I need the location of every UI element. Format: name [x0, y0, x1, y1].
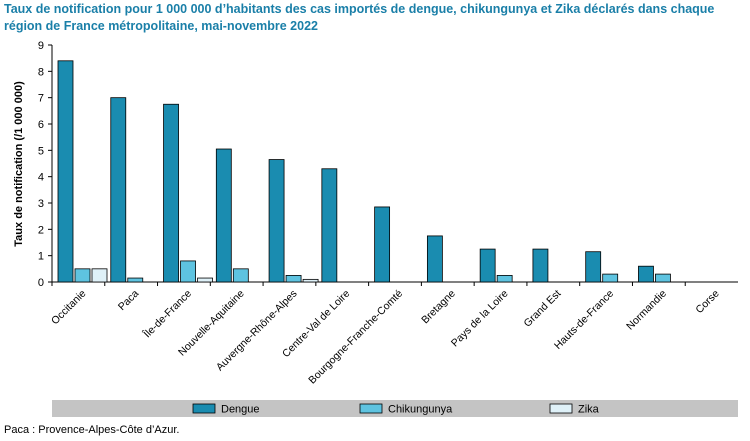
- bars: [57, 60, 671, 283]
- bar-dengue: [321, 168, 338, 283]
- legend-swatch-dengue: [192, 403, 216, 414]
- y-tick-label: 6: [38, 119, 44, 131]
- bar-chikungunya: [285, 275, 302, 283]
- y-tick-label: 5: [38, 145, 44, 157]
- legend: Dengue Chikungunya Zika: [192, 403, 600, 416]
- bar-dengue: [374, 206, 391, 283]
- footnote: Paca : Provence-Alpes-Côte d’Azur.: [4, 424, 180, 436]
- y-axis-label: Taux de notification (/1 000 000): [13, 81, 25, 247]
- y-tick-label: 2: [38, 224, 44, 236]
- bar-chikungunya: [232, 268, 249, 283]
- bar-dengue: [532, 248, 549, 283]
- y-tick-label: 0: [38, 277, 44, 289]
- bar-dengue: [110, 97, 127, 283]
- y-tick-label: 1: [38, 251, 44, 263]
- x-tick-labels: Occitanie Paca Île-de-FranceNouvelle-Aquit…: [49, 282, 722, 387]
- y-tick-label: 7: [38, 93, 44, 105]
- x-tick-label: Occitanie: [49, 288, 89, 328]
- bar-dengue: [638, 265, 654, 283]
- x-tick-label: Pays de la Loire: [449, 288, 511, 350]
- bar-dengue: [268, 159, 285, 283]
- bar-dengue: [215, 148, 232, 283]
- bar-chikungunya: [127, 277, 144, 283]
- bar-dengue: [585, 251, 602, 283]
- y-tick-label: 8: [38, 66, 44, 78]
- bar-zika: [197, 277, 213, 283]
- bar-chikungunya: [655, 273, 671, 283]
- legend-label-zika: Zika: [578, 404, 600, 416]
- bar-zika: [302, 278, 319, 283]
- bar-dengue: [57, 60, 74, 283]
- bar-chikungunya: [180, 260, 196, 283]
- y-tick-label: 4: [38, 172, 44, 184]
- bar-chikungunya: [74, 268, 91, 283]
- bar-zika: [91, 268, 108, 283]
- x-tick-label: Normandie: [624, 288, 669, 333]
- bar-dengue: [163, 103, 179, 283]
- x-tick-label: Île-de-France: [140, 287, 194, 341]
- y-tick-label: 3: [38, 198, 44, 210]
- x-tick-label: Grand Est: [522, 288, 564, 330]
- chart-title: Taux de notification pour 1 000 000 d’ha…: [4, 2, 715, 33]
- y-tick-label: 9: [38, 40, 44, 52]
- bar-dengue: [426, 235, 443, 283]
- x-tick-label: Paca: [116, 288, 142, 314]
- legend-label-dengue: Dengue: [221, 404, 260, 416]
- x-tick-label: Bourgogne-Franche-Comté: [306, 288, 405, 387]
- legend-swatch-chikungunya: [359, 403, 383, 414]
- legend-label-chikungunya: Chikungunya: [388, 404, 453, 416]
- bar-chikungunya: [602, 273, 619, 283]
- x-tick-label: Bretagne: [419, 288, 458, 327]
- x-tick-label: Corse: [693, 288, 721, 316]
- bar-dengue: [479, 248, 496, 283]
- bar-chikungunya: [496, 275, 513, 283]
- legend-swatch-zika: [549, 403, 573, 414]
